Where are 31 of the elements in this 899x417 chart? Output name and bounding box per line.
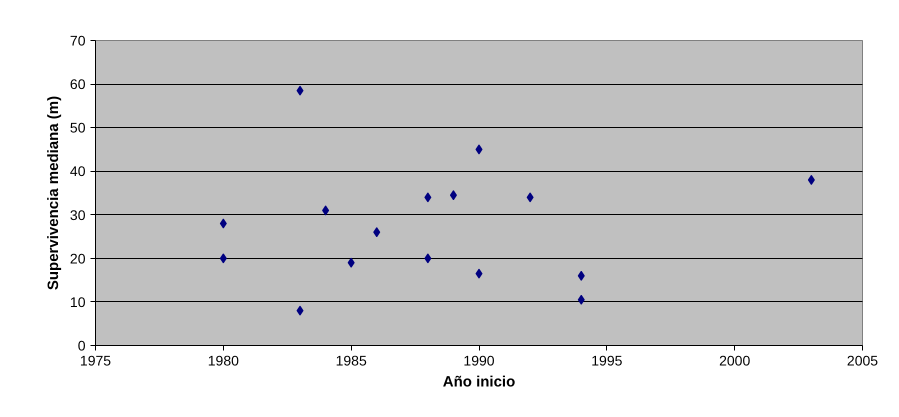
x-axis-title: Año inicio <box>442 374 516 390</box>
point <box>296 86 304 96</box>
y-tick-label: 0 <box>78 338 86 354</box>
y-tick-label: 30 <box>70 206 86 223</box>
point <box>526 192 534 202</box>
point <box>296 306 304 316</box>
y-tick-label: 40 <box>70 163 86 180</box>
point <box>220 218 227 228</box>
point <box>348 258 355 268</box>
y-tick-label: 20 <box>70 250 86 266</box>
y-tick-label: 60 <box>70 76 86 92</box>
y-tick-label: 10 <box>70 294 86 310</box>
point <box>322 205 330 216</box>
y-axis-title: Supervivencia mediana (m) <box>44 96 62 290</box>
x-tick-label: 1980 <box>208 352 240 368</box>
x-tick-label: 2005 <box>846 352 878 368</box>
x-tick-label: 1990 <box>463 352 495 368</box>
x-tick-label: 2000 <box>719 352 750 368</box>
point <box>808 174 815 185</box>
point <box>424 192 432 202</box>
point <box>373 227 380 238</box>
y-tick-label: 50 <box>70 120 86 136</box>
x-tick-label: 1975 <box>80 352 112 368</box>
point <box>578 270 585 281</box>
x-tick-label: 1985 <box>336 352 367 368</box>
x-tick-label: 1995 <box>591 352 623 368</box>
point <box>578 294 585 305</box>
point <box>424 253 432 264</box>
point <box>220 253 227 264</box>
y-tick-label: 70 <box>70 32 86 48</box>
point <box>450 190 457 200</box>
